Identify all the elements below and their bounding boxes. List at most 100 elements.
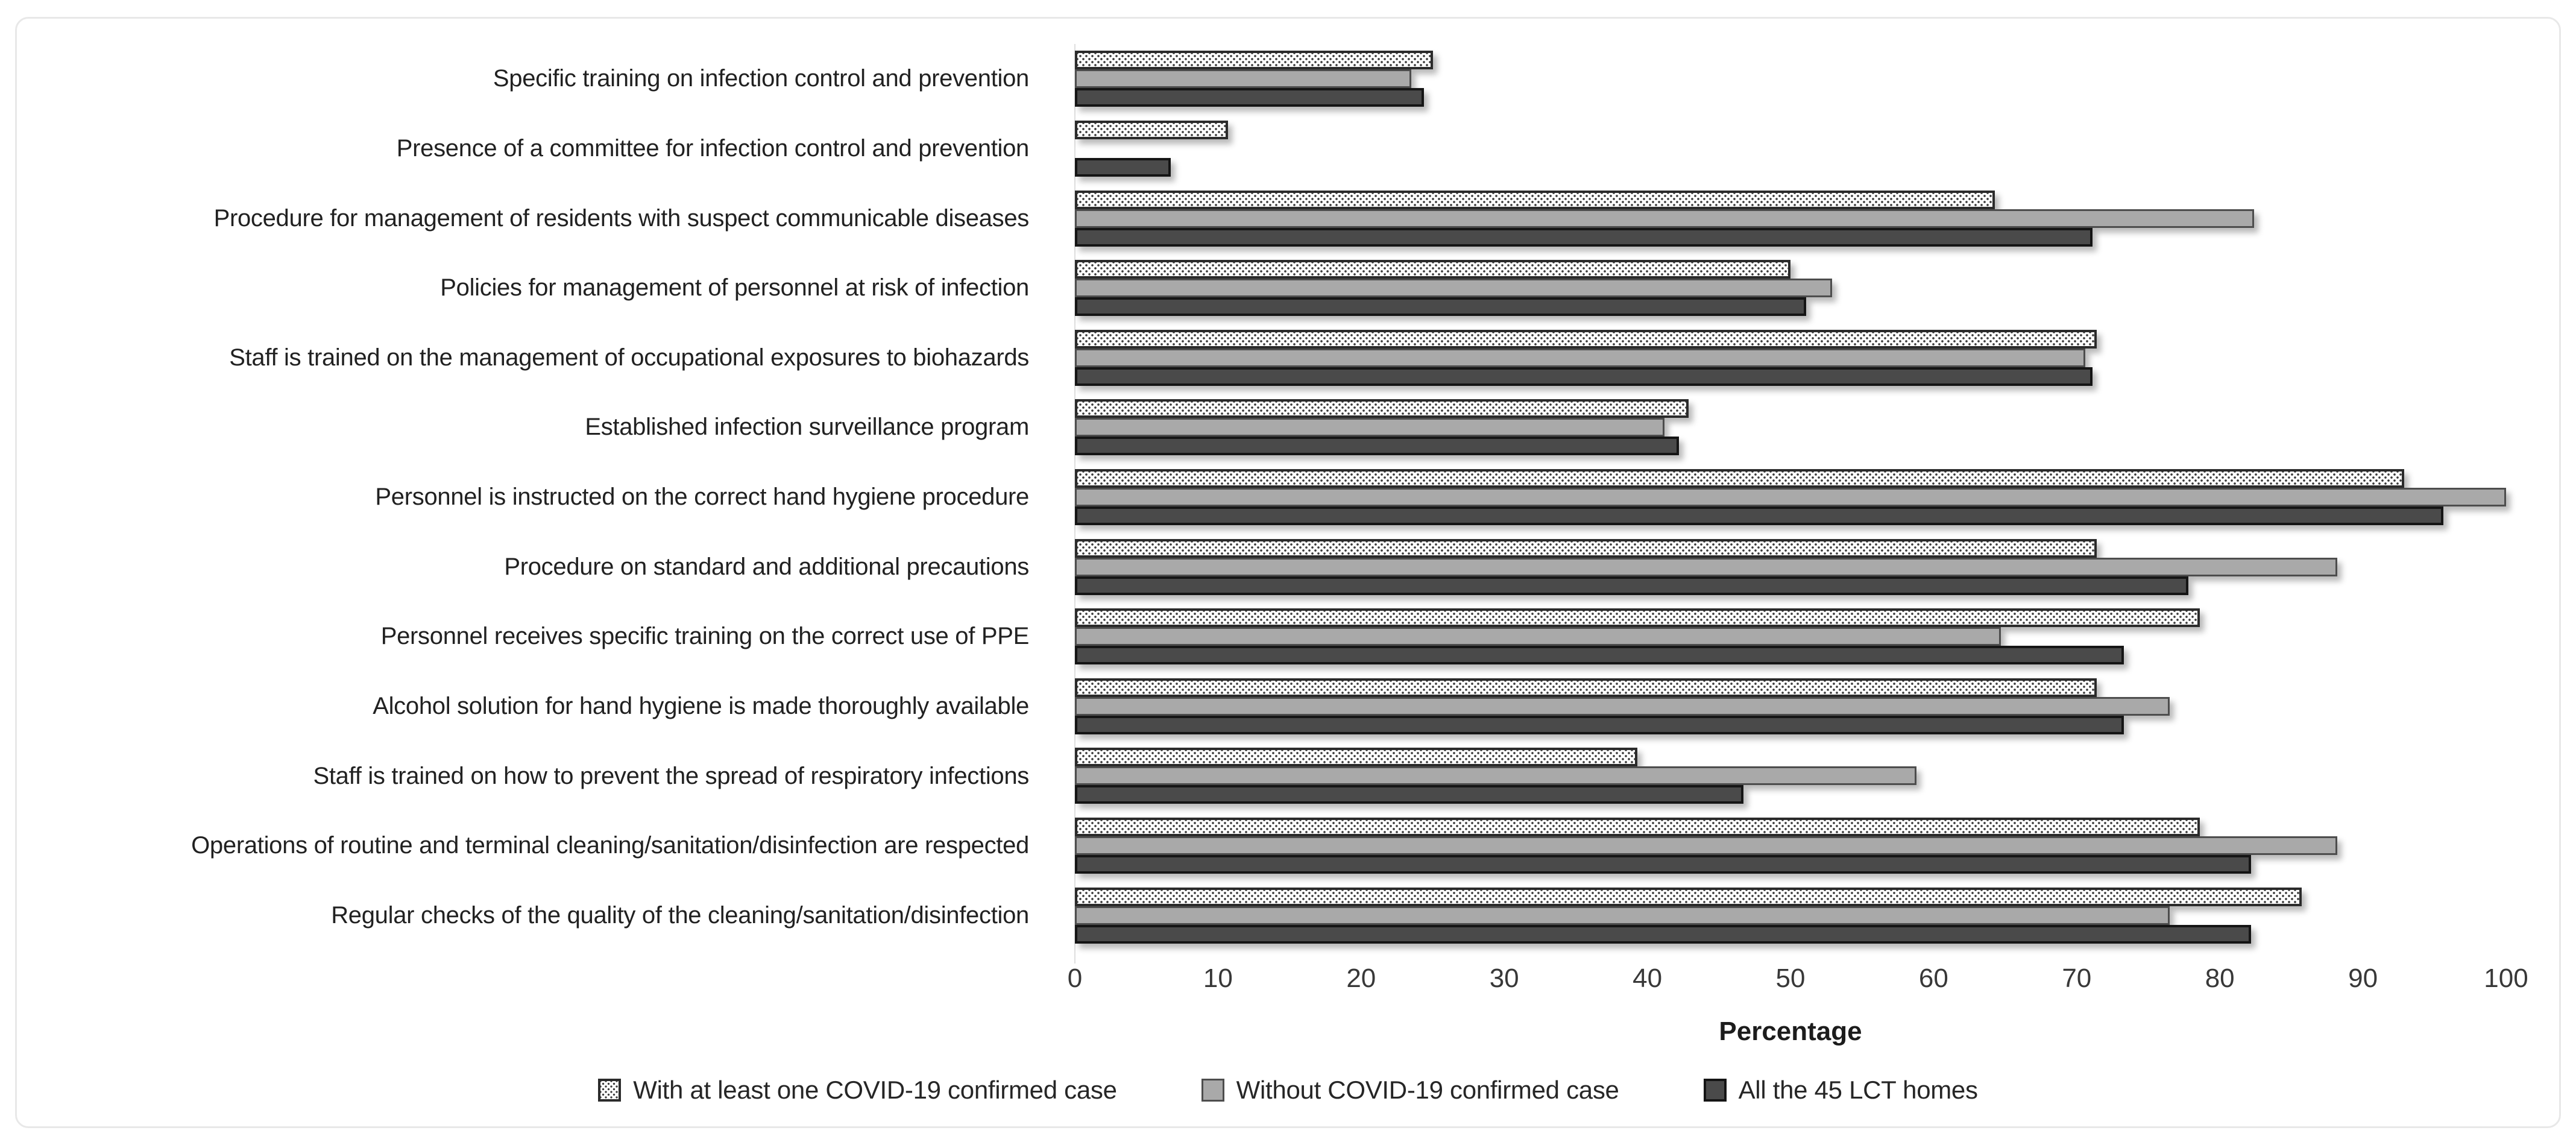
bar-series-0 [1075, 51, 1433, 70]
bar-group [1075, 741, 2506, 811]
bar-series-0 [1075, 329, 2097, 349]
bar-series-1 [1075, 348, 2086, 367]
category-cell: Staff is trained on how to prevent the s… [30, 741, 1052, 811]
bar-series-0 [1075, 468, 2405, 488]
category-cell: Personnel is instructed on the correct h… [30, 462, 1052, 532]
bar-group [1075, 114, 2506, 184]
legend-swatch-icon [1201, 1079, 1224, 1102]
bar-series-1 [1075, 836, 2337, 855]
category-cell: Operations of routine and terminal clean… [30, 811, 1052, 881]
bar-series-2 [1075, 646, 2124, 665]
legend-label: Without COVID-19 confirmed case [1236, 1076, 1619, 1104]
bar-series-1 [1075, 696, 2170, 716]
category-cell: Staff is trained on the management of oc… [30, 323, 1052, 393]
bar-series-2 [1075, 437, 1679, 456]
bar-series-1 [1075, 487, 2506, 506]
bar-group [1075, 671, 2506, 741]
x-tick-label: 90 [2348, 964, 2378, 993]
legend-label: With at least one COVID-19 confirmed cas… [633, 1076, 1117, 1104]
x-tick-label: 10 [1203, 964, 1233, 993]
legend-item: Without COVID-19 confirmed case [1201, 1076, 1619, 1105]
bar-series-2 [1075, 297, 1807, 317]
legend: With at least one COVID-19 confirmed cas… [0, 1076, 2576, 1105]
x-axis-ticks: 0 10 20 30 40 50 60 70 80 90 100 [1068, 964, 2528, 997]
bar-group [1075, 393, 2506, 462]
bar-series-1 [1075, 906, 2170, 925]
bar-series-2 [1075, 506, 2443, 525]
bar-series-2 [1075, 88, 1425, 107]
bar-group [1075, 253, 2506, 323]
bar-series-1 [1075, 418, 1665, 437]
category-label: Regular checks of the quality of the cle… [331, 901, 1029, 929]
bar-series-1 [1075, 69, 1411, 89]
category-label: Specific training on infection control a… [493, 65, 1029, 92]
category-cell: Specific training on infection control a… [30, 44, 1052, 114]
bar-group [1075, 323, 2506, 393]
bar-series-2 [1075, 924, 2252, 944]
bar-series-2 [1075, 227, 2093, 247]
bar-series-2 [1075, 367, 2093, 386]
bar-series-0 [1075, 120, 1229, 139]
bar-group [1075, 811, 2506, 881]
bar-series-0 [1075, 190, 1995, 209]
legend-label: All the 45 LCT homes [1738, 1076, 1978, 1104]
category-cell: Established infection surveillance progr… [30, 393, 1052, 462]
category-label: Procedure for management of residents wi… [213, 204, 1030, 232]
category-label: Staff is trained on how to prevent the s… [313, 762, 1029, 789]
bar-group [1075, 183, 2506, 253]
bar-series-0 [1075, 887, 2302, 906]
bar-series-2 [1075, 157, 1171, 177]
category-cell: Personnel receives specific training on … [30, 602, 1052, 672]
category-label: Staff is trained on the management of oc… [229, 344, 1029, 371]
legend-swatch-icon [598, 1079, 622, 1102]
bar-series-0 [1075, 678, 2097, 697]
bar-group [1075, 462, 2506, 532]
bar-series-1 [1075, 627, 2001, 646]
category-label: Personnel receives specific training on … [380, 623, 1030, 650]
legend-item: With at least one COVID-19 confirmed cas… [598, 1076, 1117, 1105]
category-label: Personnel is instructed on the correct h… [375, 484, 1029, 511]
category-label: Alcohol solution for hand hygiene is mad… [373, 692, 1029, 719]
category-label: Policies for management of personnel at … [440, 274, 1029, 301]
x-tick-label: 100 [2484, 964, 2528, 993]
bar-group [1075, 532, 2506, 602]
category-cell: Alcohol solution for hand hygiene is mad… [30, 671, 1052, 741]
category-label: Established infection surveillance progr… [585, 414, 1029, 441]
bar-series-1 [1075, 557, 2337, 576]
x-tick-label: 20 [1346, 964, 1376, 993]
bar-series-2 [1075, 715, 2124, 734]
category-cell: Procedure for management of residents wi… [30, 183, 1052, 253]
x-axis-title-wrap: Percentage [1075, 1017, 2506, 1047]
bar-series-0 [1075, 748, 1637, 767]
bar-series-2 [1075, 855, 2252, 874]
category-cell: Policies for management of personnel at … [30, 253, 1052, 323]
category-label: Procedure on standard and additional pre… [504, 553, 1029, 580]
plot-area [1074, 44, 2506, 964]
x-tick-label: 0 [1067, 964, 1083, 993]
legend-swatch-icon [1703, 1079, 1727, 1102]
x-tick-label: 30 [1489, 964, 1519, 993]
x-tick-label: 40 [1633, 964, 1663, 993]
bar-series-0 [1075, 538, 2097, 558]
bar-series-1 [1075, 279, 1832, 298]
bar-series-2 [1075, 576, 2188, 595]
category-axis: Specific training on infection control a… [30, 44, 1052, 950]
x-tick-label: 60 [1918, 964, 1948, 993]
x-axis-title: Percentage [1719, 1017, 1862, 1046]
category-cell: Presence of a committee for infection co… [30, 114, 1052, 184]
bar-series-1 [1075, 766, 1916, 786]
category-label: Presence of a committee for infection co… [396, 135, 1030, 162]
bar-group [1075, 602, 2506, 672]
x-tick-label: 80 [2205, 964, 2235, 993]
legend-item: All the 45 LCT homes [1703, 1076, 1978, 1105]
bar-series-0 [1075, 260, 1790, 279]
x-tick-label: 70 [2062, 964, 2092, 993]
category-label: Operations of routine and terminal clean… [191, 832, 1029, 859]
bar-series-2 [1075, 785, 1743, 804]
x-tick-label: 50 [1775, 964, 1806, 993]
bar-series-1 [1075, 209, 2255, 228]
bar-series-0 [1075, 399, 1689, 418]
bar-group [1075, 44, 2506, 114]
bar-group [1075, 880, 2506, 950]
